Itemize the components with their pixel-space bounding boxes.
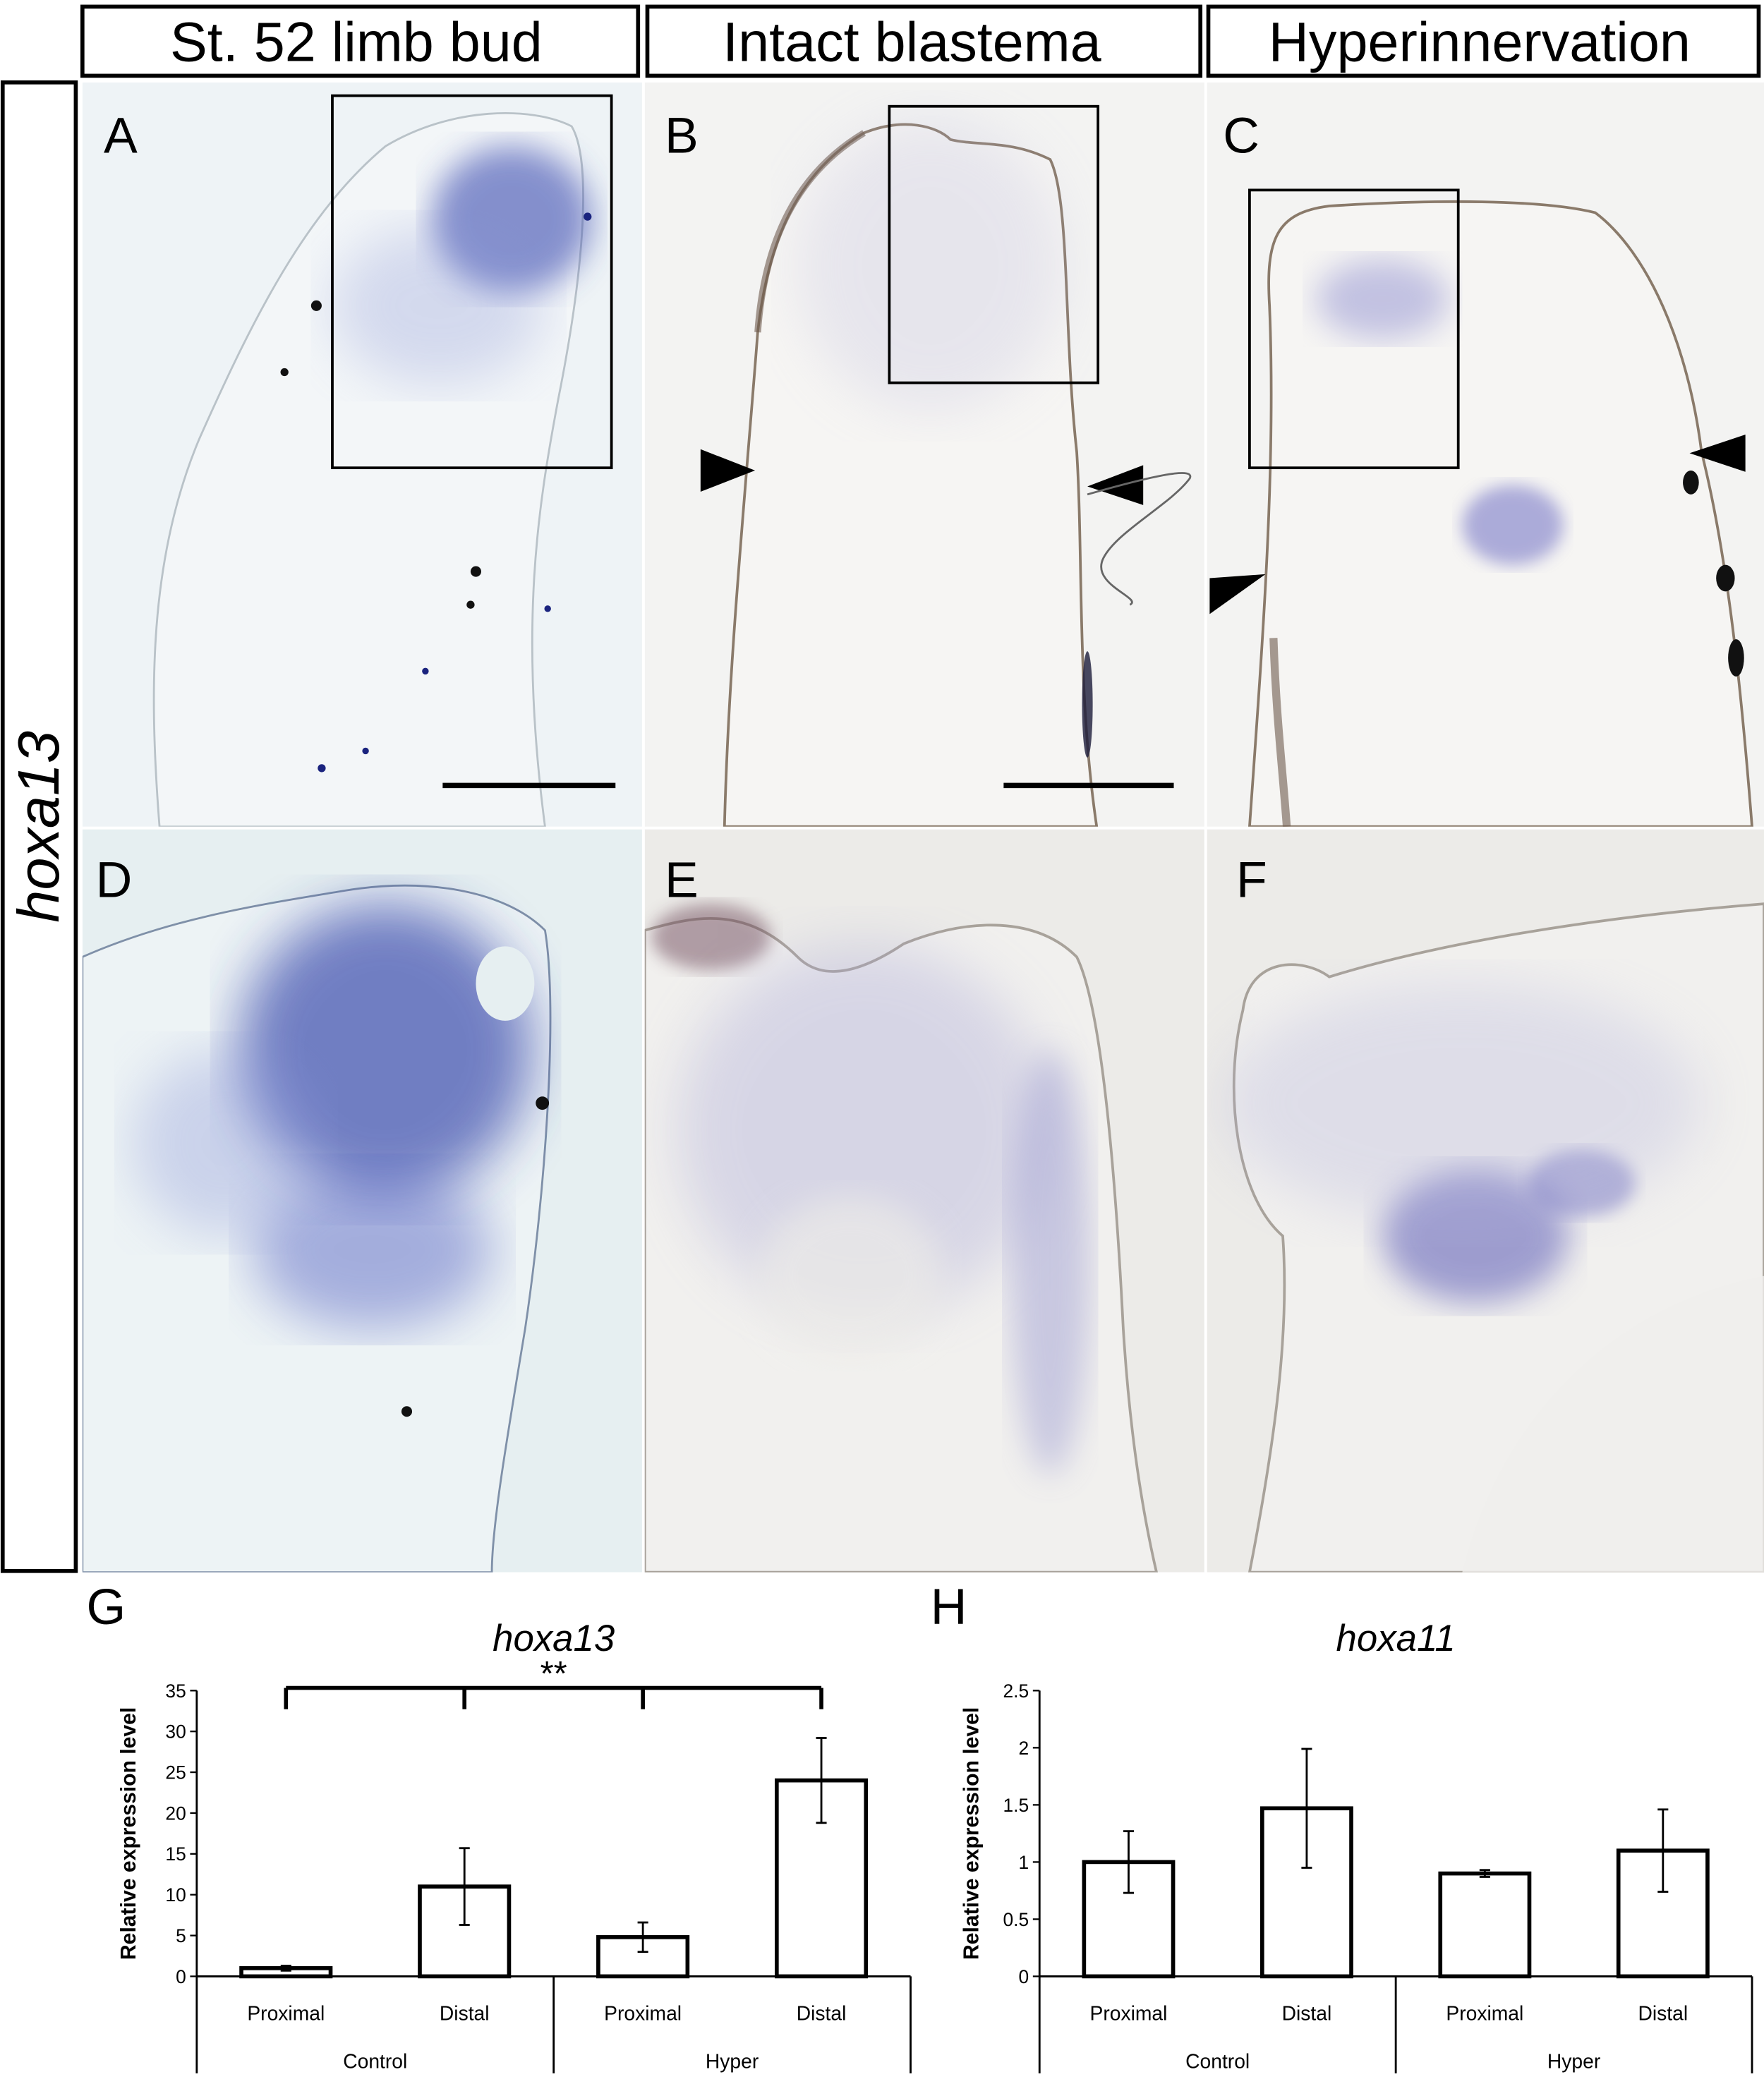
- micrograph: [82, 829, 642, 1573]
- y-tick-label: 0.5: [1003, 1909, 1029, 1930]
- y-axis-label: Relative expression level: [117, 1707, 140, 1960]
- inset-box: [331, 94, 613, 470]
- y-tick-label: 15: [165, 1843, 186, 1865]
- panel-letter: A: [104, 108, 138, 164]
- x-tick-label: Proximal: [604, 2002, 682, 2025]
- column-header: St. 52 limb bud: [170, 11, 543, 73]
- group-label: Control: [343, 2049, 407, 2072]
- y-tick-label: 30: [165, 1721, 186, 1743]
- chart-title: hoxa11: [1336, 1618, 1456, 1659]
- group-label: Control: [1185, 2049, 1250, 2072]
- x-tick-label: Proximal: [1446, 2002, 1523, 2025]
- x-tick-label: Proximal: [247, 2002, 325, 2025]
- debris: [1087, 472, 1192, 606]
- arrowhead: [1209, 574, 1266, 614]
- row-label: hoxa13: [6, 731, 71, 923]
- y-tick-label: 1: [1019, 1852, 1029, 1873]
- arrowhead: [1689, 435, 1746, 472]
- column-header: Intact blastema: [723, 11, 1101, 73]
- group-label: Hyper: [1547, 2049, 1600, 2072]
- chart-title: hoxa13: [493, 1618, 615, 1659]
- y-axis-label: Relative expression level: [960, 1707, 984, 1960]
- y-tick-label: 35: [165, 1680, 186, 1702]
- micrograph: [644, 829, 1204, 1573]
- arrowhead: [700, 449, 756, 492]
- y-tick-label: 0: [176, 1966, 186, 1987]
- inset-box: [1248, 188, 1460, 470]
- panel-letter: C: [1223, 108, 1259, 164]
- x-tick-label: Distal: [1282, 2002, 1332, 2025]
- panel-letter: G: [86, 1579, 126, 1635]
- micrograph: [1207, 829, 1764, 1573]
- panel-letter: H: [931, 1579, 967, 1635]
- y-tick-label: 1.5: [1003, 1795, 1029, 1816]
- y-tick-label: 10: [165, 1884, 186, 1906]
- y-tick-label: 2: [1019, 1738, 1029, 1759]
- header-box: [80, 4, 641, 78]
- significance-label: **: [540, 1655, 567, 1693]
- bar: [1438, 1871, 1532, 1979]
- x-tick-label: Distal: [797, 2002, 847, 2025]
- y-tick-label: 5: [176, 1925, 186, 1946]
- y-tick-label: 2.5: [1003, 1680, 1029, 1702]
- arrowhead: [1087, 465, 1144, 505]
- header-box: [645, 4, 1203, 78]
- inset-box: [888, 104, 1100, 384]
- panel-letter: D: [96, 852, 133, 909]
- micrograph: [82, 82, 642, 827]
- group-label: Hyper: [706, 2049, 759, 2072]
- y-tick-label: 20: [165, 1803, 186, 1824]
- x-tick-label: Distal: [440, 2002, 490, 2025]
- panel-letter: F: [1236, 852, 1267, 909]
- panel-letter: E: [665, 852, 699, 909]
- x-tick-label: Distal: [1638, 2002, 1688, 2025]
- micrograph: [1207, 82, 1764, 827]
- panel-letter: B: [665, 108, 699, 164]
- header-box: [1206, 4, 1761, 78]
- y-tick-label: 25: [165, 1762, 186, 1783]
- x-tick-label: Proximal: [1090, 2002, 1168, 2025]
- y-tick-label: 0: [1019, 1966, 1029, 1987]
- row-label-box: [0, 80, 78, 1573]
- micrograph: [644, 82, 1204, 827]
- column-header: Hyperinnervation: [1269, 11, 1691, 73]
